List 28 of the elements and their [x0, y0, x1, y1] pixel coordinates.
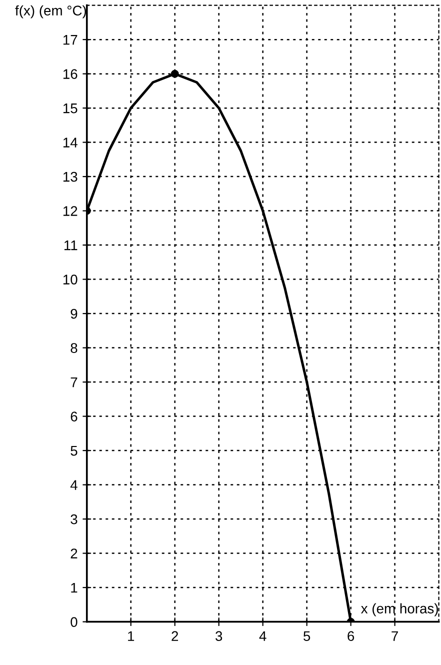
x-tick-label: 4: [259, 631, 266, 641]
y-tick-label: 6: [70, 412, 78, 422]
y-tick-label: 11: [64, 240, 78, 250]
y-tick-label: 2: [70, 548, 78, 558]
x-tick-label: 6: [348, 631, 354, 642]
point: [170, 70, 179, 78]
x-tick-label: 3: [216, 631, 222, 642]
y-tick-label: 0: [70, 617, 78, 627]
y-tick-label: 7: [70, 378, 78, 388]
y-tick-label: 13: [63, 172, 78, 182]
y-tick-label: 10: [63, 274, 78, 284]
y-tick-label: 12: [63, 206, 78, 216]
x-tick-label: 1: [128, 631, 134, 641]
y-tick-label: 14: [63, 138, 78, 148]
y-tick-label: 16: [63, 69, 78, 79]
y-tick-label: 5: [70, 446, 78, 456]
x-tick-label: 5: [304, 631, 310, 642]
y-tick-label: 9: [70, 308, 78, 319]
y-tick-label: 8: [70, 343, 78, 353]
y-tick-label: 4: [70, 480, 78, 490]
y-tick-label: 3: [70, 514, 78, 524]
x-axis-title: x (em horas): [361, 603, 438, 616]
y-tick-label: 1: [71, 583, 78, 593]
y-axis-title: f(x) (em °C): [15, 5, 86, 18]
x-tick-label: 2: [172, 631, 178, 641]
x-tick-label: 7: [392, 631, 398, 641]
y-tick-label: 17: [63, 35, 78, 45]
y-tick-label: 15: [63, 104, 78, 114]
